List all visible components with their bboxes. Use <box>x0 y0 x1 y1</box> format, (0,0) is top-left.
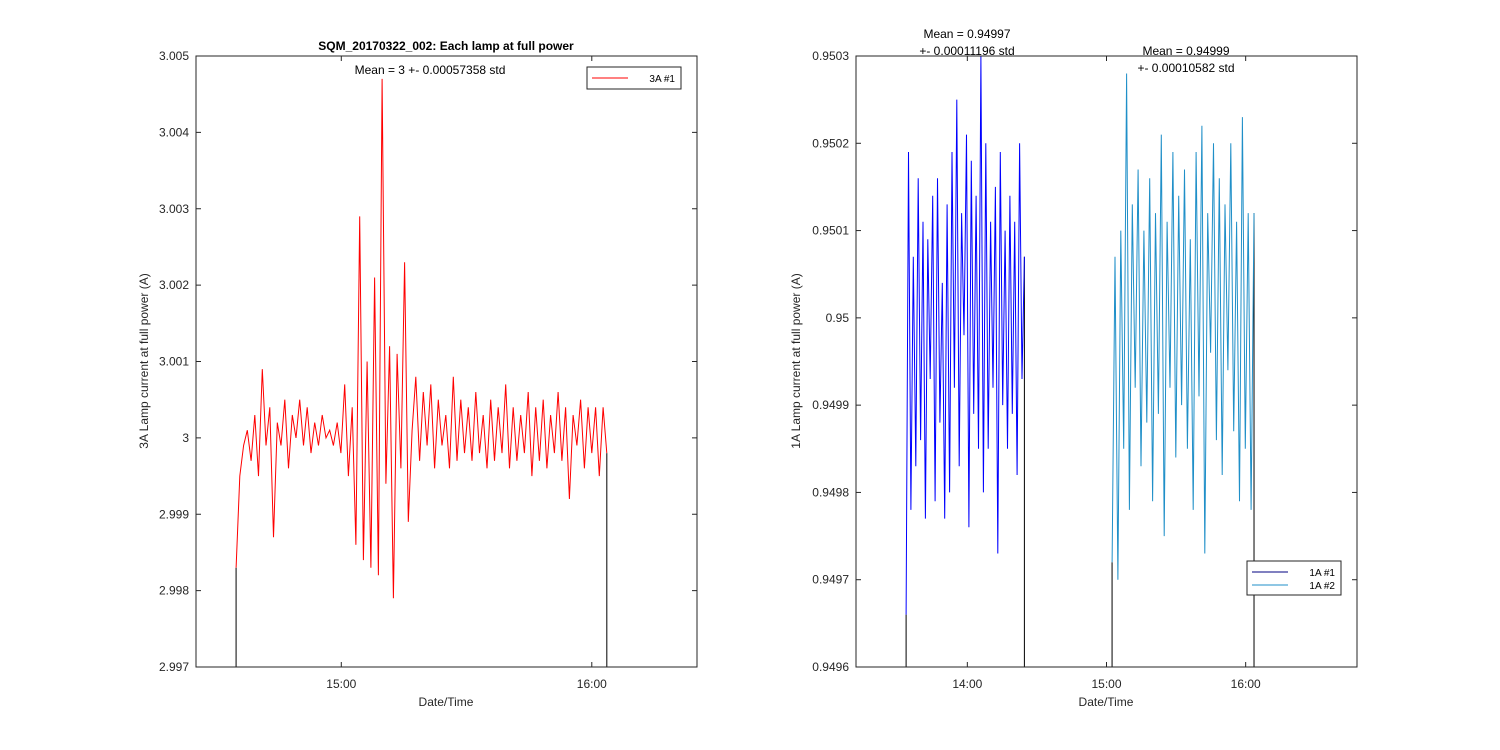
x-axis-label-left: Date/Time <box>419 695 474 709</box>
annotation-std-1a-2: +- 0.00010582 std <box>1137 61 1234 75</box>
annotation-std-1a-1: +- 0.00011196 std <box>919 44 1014 58</box>
x-axis-label-right: Date/Time <box>1079 695 1134 709</box>
series-line-1a-1 <box>905 55 1025 615</box>
x-tick-label: 15:00 <box>326 677 356 691</box>
y-tick-label: 0.9501 <box>812 224 849 238</box>
series-line-3a-1 <box>235 78 608 599</box>
legend-right: 1A #1 1A #2 <box>1246 560 1342 596</box>
y-tick-label: 3.004 <box>159 125 189 139</box>
x-tick-label: 15:00 <box>1091 677 1121 691</box>
y-tick-label: 3.003 <box>159 202 189 216</box>
legend-box-left <box>586 66 682 90</box>
y-tick-label: 0.9498 <box>812 485 849 499</box>
y-tick-label: 0.9502 <box>812 136 849 150</box>
axes-left: 2.997 2.998 2.999 3 3.001 3.002 3.003 3.004 3.00… <box>159 49 698 691</box>
x-tick-label: 16:00 <box>1231 677 1261 691</box>
y-tick-label: 3 <box>182 431 189 445</box>
annotation-mean-1a-2: Mean = 0.94999 <box>1142 44 1229 58</box>
y-tick-label: 0.9503 <box>812 49 849 63</box>
y-tick-label: 0.9499 <box>812 398 849 412</box>
y-tick-label: 2.997 <box>159 660 189 674</box>
y-axis-label-left: 3A Lamp current at full power (A) <box>137 273 151 448</box>
y-tick-label: 0.9497 <box>812 573 849 587</box>
legend-left: 3A #1 <box>586 66 682 90</box>
y-tick-label: 3.005 <box>159 49 189 63</box>
y-tick-label: 2.998 <box>159 584 189 598</box>
chart-left: 2.997 2.998 2.999 3 3.001 3.002 3.003 3.004 3.00… <box>137 39 698 709</box>
y-tick-label: 0.95 <box>826 311 850 325</box>
y-tick-label: 2.999 <box>159 507 189 521</box>
legend-label-1a-1: 1A #1 <box>1309 568 1335 579</box>
annotation-mean-left: Mean = 3 +- 0.00057358 std <box>355 63 506 77</box>
legend-label-3a-1: 3A #1 <box>649 74 675 85</box>
chart-right: 0.9496 0.9497 0.9498 0.9499 0.95 0.9501 0.9502… <box>789 27 1358 709</box>
axes-right: 0.9496 0.9497 0.9498 0.9499 0.95 0.9501 0.9502… <box>812 49 1358 691</box>
legend-box-right <box>1246 560 1342 596</box>
chart-title-left: SQM_20170322_002: Each lamp at full powe… <box>318 39 574 53</box>
y-tick-label: 0.9496 <box>812 660 849 674</box>
y-tick-label: 3.001 <box>159 355 189 369</box>
y-axis-label-right: 1A Lamp current at full power (A) <box>789 273 803 448</box>
legend-label-1a-2: 1A #2 <box>1309 581 1335 592</box>
x-tick-label: 14:00 <box>952 677 982 691</box>
series-layer-left <box>235 78 608 667</box>
annotation-mean-1a-1: Mean = 0.94997 <box>923 27 1010 41</box>
plot-area-left <box>196 56 697 667</box>
y-tick-label: 3.002 <box>159 278 189 292</box>
x-tick-label: 16:00 <box>577 677 607 691</box>
series-line-1a-2 <box>1111 73 1255 580</box>
